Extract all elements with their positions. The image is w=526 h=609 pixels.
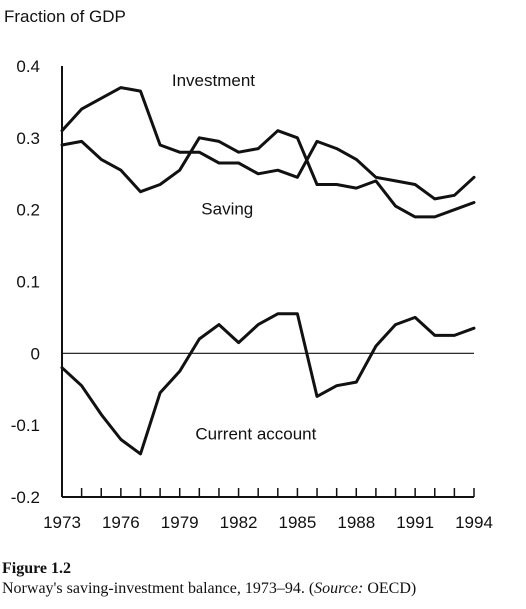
caption-prefix: Norway's saving-investment balance, 1973… bbox=[2, 580, 315, 597]
y-tick-label: -0.1 bbox=[11, 416, 40, 435]
x-tick-label: 1982 bbox=[220, 513, 258, 532]
y-tick-label: 0.1 bbox=[16, 273, 40, 292]
saving-label: Saving bbox=[201, 200, 253, 219]
x-tick-label: 1979 bbox=[161, 513, 199, 532]
chart: Fraction of GDP 0.40.30.20.10-0.1-0.2197… bbox=[4, 7, 493, 532]
series-group bbox=[60, 86, 476, 456]
y-tick-label: 0.4 bbox=[16, 57, 40, 76]
y-tick-label: -0.2 bbox=[11, 488, 40, 507]
x-tick-label: 1973 bbox=[43, 513, 81, 532]
current-account-line bbox=[60, 312, 476, 456]
x-tick-label: 1988 bbox=[337, 513, 375, 532]
investment-label: Investment bbox=[172, 71, 255, 90]
figure-label: Figure 1.2 bbox=[2, 560, 72, 577]
x-tick-label: 1994 bbox=[455, 513, 493, 532]
current-account-label: Current account bbox=[195, 425, 316, 444]
caption-suffix: OECD) bbox=[363, 580, 417, 597]
axes bbox=[61, 66, 474, 498]
investment-line bbox=[60, 86, 476, 201]
caption-source: Source: bbox=[314, 580, 364, 597]
saving-line bbox=[60, 129, 476, 219]
y-axis-label: Fraction of GDP bbox=[4, 7, 126, 26]
x-tick-label: 1991 bbox=[396, 513, 434, 532]
y-tick-label: 0 bbox=[31, 344, 40, 363]
y-tick-label: 0.3 bbox=[16, 129, 40, 148]
x-tick-label: 1985 bbox=[279, 513, 317, 532]
figure-caption: Norway's saving-investment balance, 1973… bbox=[2, 580, 416, 598]
series-labels: Investment Saving Current account bbox=[172, 71, 317, 443]
y-tick-label: 0.2 bbox=[16, 201, 40, 220]
x-tick-label: 1976 bbox=[102, 513, 140, 532]
